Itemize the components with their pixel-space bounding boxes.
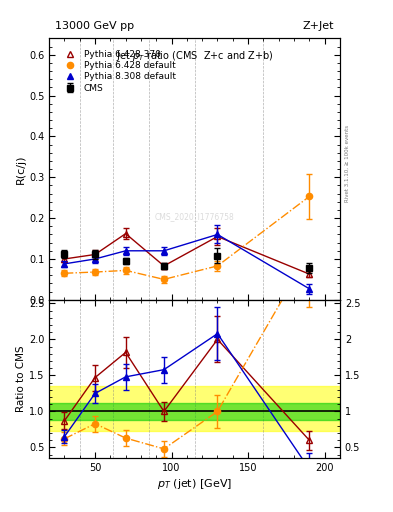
Y-axis label: Ratio to CMS: Ratio to CMS [16,346,26,412]
Pythia 6.428 default [62,270,67,276]
Text: Z+Jet: Z+Jet [303,20,334,31]
Pythia 6.428 370 [162,263,166,269]
Line: Pythia 6.428 370: Pythia 6.428 370 [61,230,313,278]
Pythia 6.428 370 [62,256,67,262]
Text: 13000 GeV pp: 13000 GeV pp [55,20,134,31]
Pythia 8.308 default [62,261,67,267]
Y-axis label: R(c/j): R(c/j) [16,154,26,184]
Bar [49,386,340,431]
Pythia 6.428 default [215,263,220,269]
X-axis label: $p_T$ (jet) [GeV]: $p_T$ (jet) [GeV] [157,477,232,492]
Pythia 6.428 370 [123,230,128,237]
Pythia 8.308 default [307,286,312,292]
Line: Pythia 6.428 default: Pythia 6.428 default [61,194,312,283]
Pythia 6.428 default [162,276,166,283]
Pythia 8.308 default [123,248,128,254]
Pythia 8.308 default [93,256,97,262]
Pythia 6.428 default [123,267,128,273]
Bar [49,403,340,420]
Pythia 8.308 default [162,248,166,254]
Text: Rivet 3.1.10, ≥ 100k events: Rivet 3.1.10, ≥ 100k events [345,125,350,202]
Legend: Pythia 6.428 370, Pythia 6.428 default, Pythia 8.308 default, CMS: Pythia 6.428 370, Pythia 6.428 default, … [59,48,178,95]
Pythia 6.428 370 [307,271,312,277]
Pythia 8.308 default [215,231,220,238]
Text: Jet $p_T$ ratio (CMS  Z+c and Z+b): Jet $p_T$ ratio (CMS Z+c and Z+b) [116,49,274,63]
Pythia 6.428 370 [215,233,220,240]
Pythia 6.428 default [307,194,312,200]
Pythia 6.428 370 [93,251,97,258]
Pythia 6.428 default [93,269,97,275]
Line: Pythia 8.308 default: Pythia 8.308 default [61,231,313,292]
Text: CMS_2020_I1776758: CMS_2020_I1776758 [155,211,234,221]
